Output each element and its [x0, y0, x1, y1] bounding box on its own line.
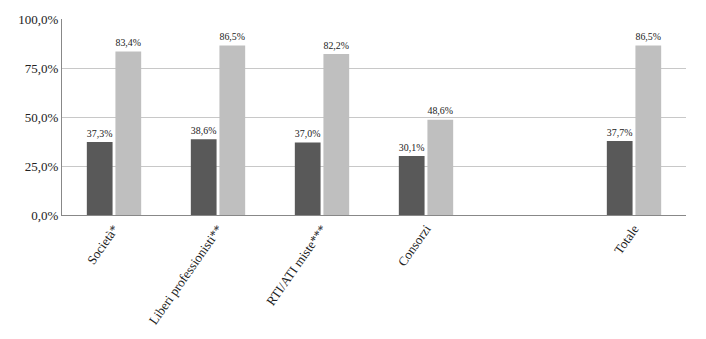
svg-text:83,4%: 83,4% — [115, 37, 141, 48]
svg-text:38,6%: 38,6% — [191, 125, 217, 136]
svg-text:75,0%: 75,0% — [25, 61, 59, 76]
svg-text:30,1%: 30,1% — [399, 142, 425, 153]
svg-text:37,0%: 37,0% — [295, 128, 321, 139]
svg-text:86,5%: 86,5% — [635, 31, 661, 42]
svg-text:Liberi professionisti**: Liberi professionisti** — [146, 222, 226, 327]
svg-text:100,0%: 100,0% — [18, 12, 58, 27]
svg-text:Società*: Società* — [84, 222, 122, 267]
svg-text:82,2%: 82,2% — [323, 40, 349, 51]
svg-text:48,6%: 48,6% — [427, 105, 453, 116]
svg-text:0,0%: 0,0% — [31, 208, 58, 223]
svg-text:50,0%: 50,0% — [25, 110, 59, 125]
svg-text:RTI/ATI miste***: RTI/ATI miste*** — [263, 222, 330, 308]
svg-text:37,7%: 37,7% — [607, 127, 633, 138]
svg-text:Totale: Totale — [611, 222, 642, 257]
svg-text:37,3%: 37,3% — [87, 128, 113, 139]
svg-text:86,5%: 86,5% — [219, 31, 245, 42]
svg-text:Consorzi: Consorzi — [395, 222, 434, 269]
svg-text:25,0%: 25,0% — [25, 159, 59, 174]
